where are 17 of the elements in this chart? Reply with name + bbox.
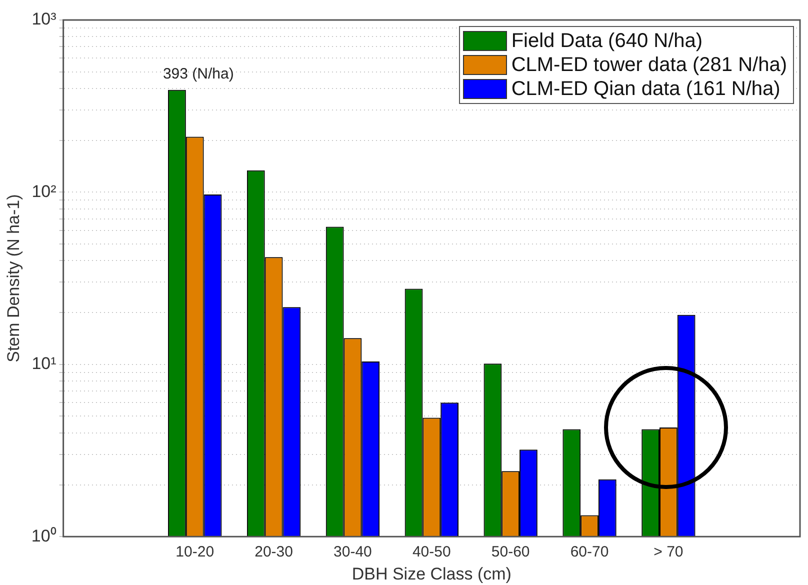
y-tick-label: 10² [32,182,57,201]
y-tick-label: 10⁰ [31,526,56,546]
x-tick-label: 30-40 [334,544,372,561]
x-tick-label: 10-20 [176,544,214,561]
annotation: 393 (N/ha) [162,65,234,82]
legend-label: CLM-ED tower data (281 N/ha) [511,53,787,77]
x-tick-label: 40-50 [412,544,451,561]
x-tick-label: > 70 [654,544,684,561]
x-tick-label: 20-30 [254,544,293,561]
x-tick-label: 50-60 [491,544,530,561]
y-tick-label: 10¹ [32,354,57,374]
legend-label: Field Data (640 N/ha) [511,29,703,53]
legend-label: CLM-ED Qian data (161 N/ha) [511,77,780,101]
y-axis-title: Stem Density (N ha-1) [4,194,23,362]
x-tick-label: 60-70 [570,544,609,561]
y-tick-label: 10³ [32,10,57,29]
x-axis-title: DBH Size Class (cm) [352,564,512,584]
